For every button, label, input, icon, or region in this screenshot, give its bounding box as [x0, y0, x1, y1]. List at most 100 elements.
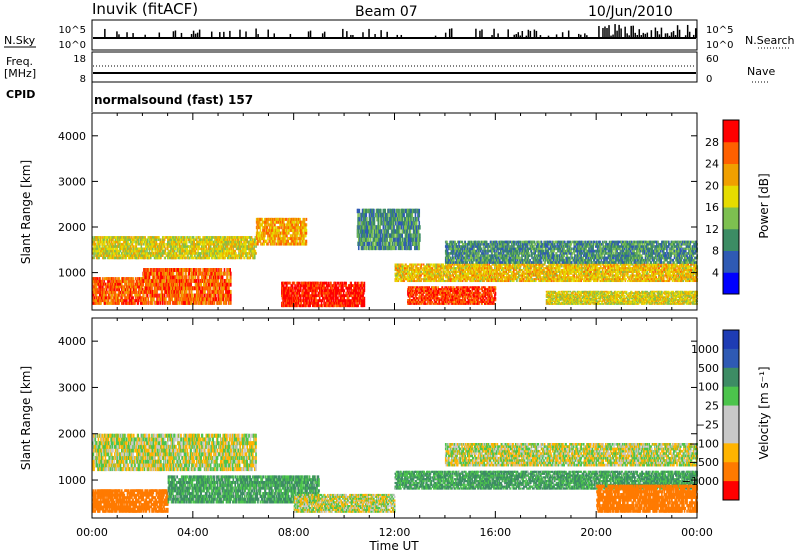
echo-cell [129, 285, 132, 289]
echo-cell [231, 245, 233, 248]
echo-cell [108, 296, 110, 300]
echo-cell [276, 239, 279, 243]
echo-cell [132, 282, 135, 286]
echo-cell [105, 249, 108, 253]
echo-cell [127, 288, 130, 292]
echo-cell [330, 294, 332, 298]
echo-cell [182, 275, 184, 280]
echo-cell [103, 238, 105, 241]
echo-cell [151, 282, 153, 287]
echo-cell [337, 281, 340, 285]
echo-cell [133, 256, 136, 260]
echo-cell [124, 240, 127, 244]
echo-cell [258, 239, 260, 243]
echo-cell [185, 238, 188, 241]
echo-cell [186, 293, 189, 298]
echo-cell [105, 296, 107, 300]
echo-cell [363, 301, 366, 305]
echo-cell [238, 256, 241, 260]
echo-cell [265, 217, 268, 221]
echo-cell [202, 300, 204, 305]
echo-cell [303, 228, 306, 232]
echo-cell [172, 275, 175, 280]
echo-cell [371, 233, 374, 238]
echo-cell [192, 300, 195, 305]
nsky-bars [93, 24, 697, 39]
echo-cell [112, 301, 115, 305]
echo-cell [327, 286, 329, 290]
echo-cell [230, 252, 232, 255]
echo-cell [176, 249, 179, 253]
echo-cell [127, 254, 130, 257]
echo-cell [122, 301, 125, 305]
echo-cell [173, 247, 176, 251]
echo-cell [249, 238, 252, 241]
echo-cell [294, 223, 296, 227]
echo-cell [302, 234, 305, 238]
echo-cell [337, 296, 339, 300]
echo-cell [213, 275, 215, 280]
echo-cell [103, 299, 106, 303]
echo-cell [93, 296, 96, 300]
echo-cell [172, 247, 175, 251]
echo-cell [157, 238, 160, 241]
nsky-bar [267, 29, 269, 38]
echo-cell [168, 282, 171, 287]
echo-cell [184, 245, 186, 248]
echo-cell [132, 245, 135, 248]
nsky-bar [638, 29, 641, 38]
echo-cell [120, 282, 123, 286]
echo-cell [163, 278, 166, 283]
echo-cell [175, 254, 177, 257]
echo-cell [371, 229, 374, 234]
echo-cell [104, 252, 107, 255]
echo-cell [330, 281, 332, 285]
echo-cell [157, 297, 160, 302]
echo-cell [299, 286, 302, 290]
echo-cell [114, 242, 117, 246]
echo-cell [293, 281, 296, 285]
echo-cell [119, 290, 122, 294]
echo-cell [194, 300, 196, 305]
echo-cell [214, 240, 216, 244]
echo-cell [222, 286, 225, 291]
echo-cell [138, 296, 141, 300]
echo-cell [175, 275, 177, 280]
echo-cell [177, 275, 179, 280]
nsky-bar [507, 29, 509, 38]
nsky-bar [666, 33, 669, 38]
echo-cell [172, 271, 175, 276]
echo-cell [179, 256, 182, 260]
echo-cell [291, 294, 293, 298]
echo-cell [230, 293, 232, 298]
echo-cell [279, 220, 282, 224]
echo-cell [117, 249, 119, 253]
echo-cell [340, 291, 342, 295]
echo-cell [341, 281, 344, 285]
echo-cell [358, 208, 361, 214]
echo-cell [199, 236, 201, 239]
echo-cell [112, 247, 115, 251]
echo-cell [112, 249, 115, 253]
echo-cell [178, 293, 181, 298]
echo-cell [266, 226, 269, 230]
echo-cell [173, 249, 176, 253]
echo-cell [157, 282, 160, 287]
echo-cell [120, 285, 122, 289]
echo-cell [97, 301, 100, 305]
nsky-bar [239, 29, 241, 38]
echo-cell [342, 284, 344, 288]
echo-cell [231, 249, 234, 253]
echo-cell [95, 285, 98, 289]
nsky-bar [321, 33, 324, 38]
echo-cell [193, 249, 196, 253]
echo-cell [294, 237, 296, 241]
echo-cell [221, 252, 223, 255]
echo-cell [139, 249, 142, 253]
echo-cell [109, 240, 111, 244]
echo-cell [151, 247, 154, 251]
echo-cell [214, 275, 217, 280]
echo-cell [276, 228, 278, 232]
echo-cell [97, 238, 100, 241]
nsky-bar [578, 33, 580, 38]
